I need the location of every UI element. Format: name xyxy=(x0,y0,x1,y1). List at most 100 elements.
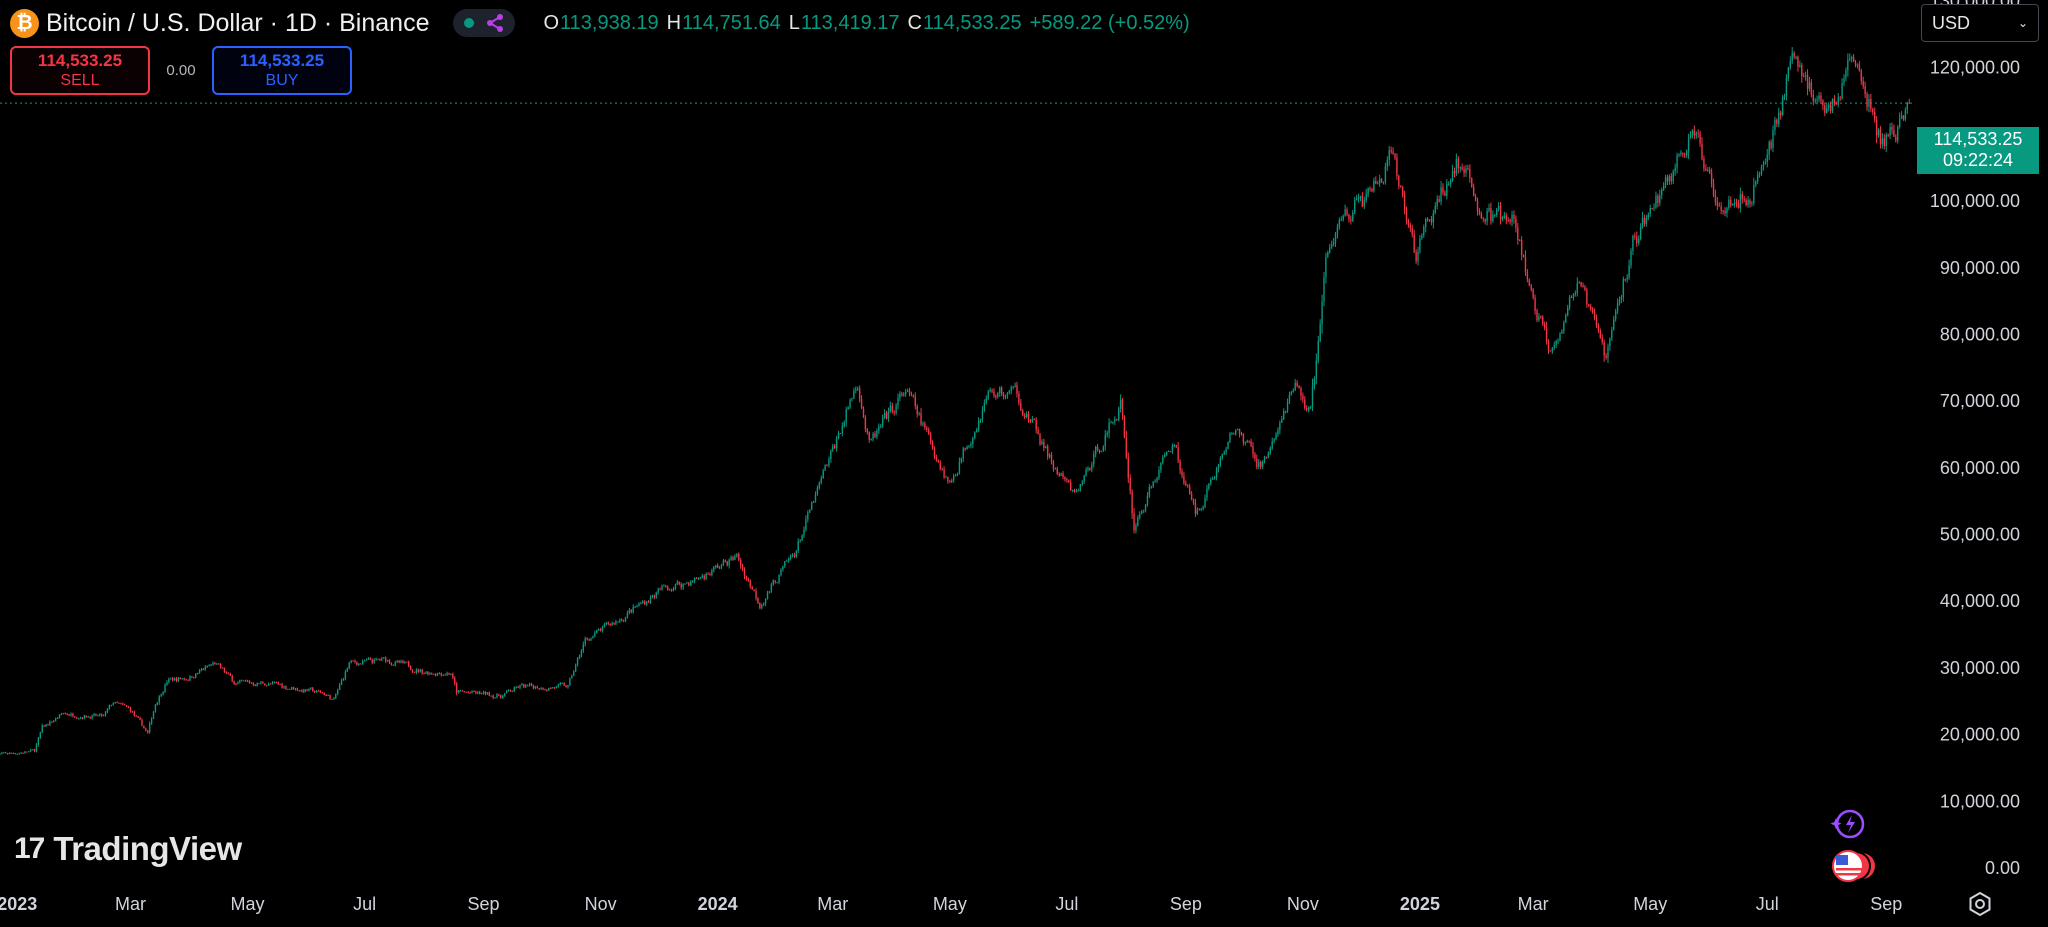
candle xyxy=(1543,321,1546,331)
candle xyxy=(1041,439,1043,445)
currency-select[interactable]: USD ⌄ xyxy=(1921,4,2039,42)
candle xyxy=(958,457,961,475)
candle xyxy=(1238,428,1241,438)
sell-button[interactable]: 114,533.25 SELL xyxy=(10,46,150,95)
candle xyxy=(1108,418,1110,439)
candle xyxy=(1603,339,1605,362)
candle xyxy=(684,583,686,585)
candle xyxy=(350,659,352,664)
candle xyxy=(421,668,423,675)
candle xyxy=(135,714,137,717)
candle xyxy=(1597,322,1600,334)
candle xyxy=(1167,450,1170,453)
spark-icon[interactable] xyxy=(1830,806,1866,842)
candle xyxy=(928,427,930,436)
candle xyxy=(1824,102,1826,117)
candle xyxy=(43,725,45,728)
candle xyxy=(1158,466,1160,481)
candle xyxy=(833,443,836,449)
candle xyxy=(8,752,11,755)
candle xyxy=(1284,410,1287,414)
candle xyxy=(394,660,396,667)
candle xyxy=(511,690,514,692)
candle xyxy=(1797,55,1799,72)
candle xyxy=(803,526,805,538)
market-status-pill[interactable] xyxy=(453,9,516,37)
candle xyxy=(1532,287,1534,300)
candle xyxy=(1803,72,1805,78)
candle xyxy=(1733,198,1736,208)
candle xyxy=(864,415,867,433)
currency-selected: USD xyxy=(1932,12,1971,33)
candle xyxy=(1739,187,1742,213)
candle xyxy=(1010,385,1012,395)
candle xyxy=(1563,320,1565,335)
candle xyxy=(1662,182,1665,191)
candle xyxy=(1413,229,1415,254)
candle xyxy=(26,751,28,753)
candle xyxy=(1764,158,1767,165)
candle xyxy=(225,671,228,675)
candle xyxy=(509,689,512,692)
candle xyxy=(315,690,318,693)
candle xyxy=(1000,386,1003,397)
candle xyxy=(853,387,855,400)
candle xyxy=(1778,107,1780,128)
candle xyxy=(929,431,932,445)
candle xyxy=(365,658,368,661)
candle xyxy=(807,510,809,523)
candle xyxy=(277,681,279,686)
candle xyxy=(200,667,203,672)
time-tick-label: Jul xyxy=(353,894,376,914)
candle xyxy=(206,665,208,668)
time-axis[interactable]: 2023 Mar May Jul Sep Nov 2024 Mar May Jul Sep Nov 20… xyxy=(0,894,1902,914)
candle xyxy=(383,657,385,659)
candle xyxy=(398,659,400,664)
candle xyxy=(1058,472,1060,477)
candle xyxy=(995,394,997,400)
candle xyxy=(1549,350,1552,352)
candle xyxy=(427,671,429,676)
symbol-title[interactable]: Bitcoin / U.S. Dollar · 1D · Binance xyxy=(46,8,430,37)
candle xyxy=(1837,92,1839,108)
candle xyxy=(1286,398,1289,413)
us-flag-icon[interactable] xyxy=(1830,846,1880,886)
candle xyxy=(761,603,763,610)
candle xyxy=(753,589,755,592)
candle xyxy=(1027,410,1030,423)
candle xyxy=(1012,386,1014,390)
candle xyxy=(1419,235,1421,254)
candle xyxy=(810,501,813,511)
candle xyxy=(1448,181,1450,186)
tradingview-logo[interactable]: 17 TradingView xyxy=(14,830,242,868)
candle xyxy=(494,697,496,699)
gear-icon[interactable] xyxy=(1966,890,1994,918)
candle xyxy=(1572,293,1575,301)
candle xyxy=(1188,483,1191,495)
candle xyxy=(386,659,389,662)
candle xyxy=(446,671,448,677)
candle xyxy=(1758,171,1761,178)
candle xyxy=(1534,294,1536,315)
candle xyxy=(1315,353,1318,385)
candle xyxy=(1708,166,1711,175)
candle xyxy=(1185,480,1187,487)
candle xyxy=(613,622,615,625)
candle xyxy=(515,686,517,689)
candle xyxy=(590,637,592,641)
candle xyxy=(1313,376,1316,390)
candle xyxy=(457,690,460,694)
candle xyxy=(576,657,579,667)
candle xyxy=(1783,93,1786,101)
candle xyxy=(83,714,86,720)
candle xyxy=(1568,294,1571,311)
candle xyxy=(486,691,489,695)
candle xyxy=(1075,488,1078,493)
buy-button[interactable]: 114,533.25 BUY xyxy=(212,46,352,95)
candle xyxy=(649,595,652,604)
candle xyxy=(868,431,870,443)
candle xyxy=(106,708,109,714)
candle xyxy=(951,478,953,484)
candle xyxy=(1760,164,1763,176)
